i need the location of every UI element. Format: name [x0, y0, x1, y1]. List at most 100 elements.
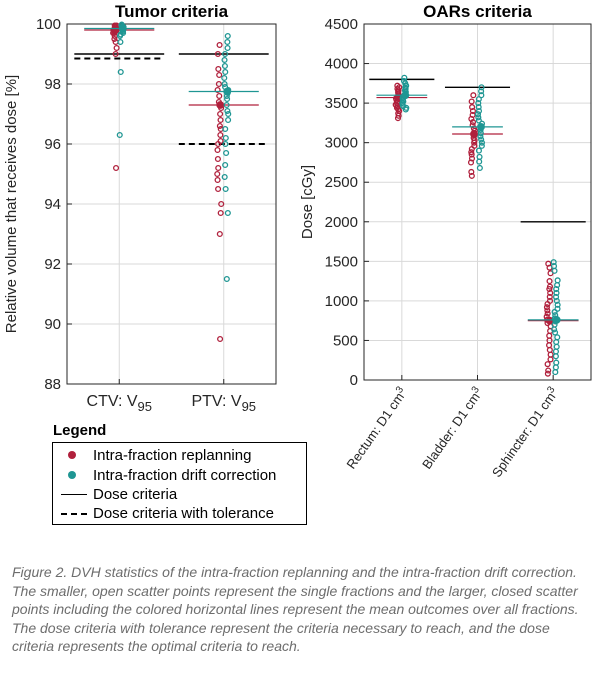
data-point: [475, 104, 482, 111]
data-point: [217, 116, 224, 124]
data-point: [218, 200, 225, 208]
chart-title: Tumor criteria: [115, 2, 229, 21]
legend-label-dose-criteria-tolerance: Dose criteria with tolerance: [93, 504, 274, 522]
y-tick-label: 3000: [325, 135, 358, 152]
y-tick-label: 90: [44, 316, 61, 333]
data-point: [546, 285, 553, 293]
data-point: [554, 277, 561, 284]
y-tick-label: 100: [36, 16, 61, 33]
data-point: [471, 137, 478, 144]
data-point: [551, 326, 558, 333]
mean-point: [111, 26, 120, 34]
data-point: [474, 111, 482, 118]
data-point: [221, 56, 228, 64]
data-point: [214, 170, 221, 178]
data-point: [546, 346, 553, 353]
data-point: [547, 351, 554, 358]
data-point: [475, 117, 482, 124]
data-point: [225, 110, 232, 118]
legend-item-replanning: Intra-fraction replanning: [61, 445, 251, 465]
data-point: [222, 185, 229, 193]
data-point: [553, 297, 560, 304]
data-point: [478, 142, 485, 149]
plot-area: [66, 23, 277, 385]
data-point: [224, 209, 231, 217]
y-tick-label: 500: [333, 332, 358, 349]
data-point: [468, 115, 475, 122]
mean-point: [118, 24, 127, 33]
data-point: [216, 230, 223, 238]
data-point: [546, 342, 553, 349]
data-point: [544, 310, 551, 317]
data-point: [214, 146, 221, 154]
data-point: [553, 293, 560, 300]
data-point: [552, 348, 560, 355]
mean-point: [216, 101, 225, 109]
figure-caption: Figure 2. DVH statistics of the intra-fr…: [12, 564, 579, 654]
data-point: [221, 74, 228, 82]
data-point: [553, 359, 560, 366]
y-tick-label: 0: [350, 372, 358, 389]
data-point: [225, 116, 232, 124]
data-point: [544, 301, 551, 308]
data-point: [468, 168, 475, 175]
data-point: [554, 334, 561, 341]
data-point: [112, 164, 120, 172]
data-point: [112, 50, 119, 58]
legend-label-dose-criteria: Dose criteria: [93, 485, 178, 503]
data-point: [214, 50, 221, 58]
data-point: [215, 185, 222, 193]
data-point: [554, 282, 561, 289]
data-point: [471, 139, 478, 146]
data-point: [221, 80, 228, 88]
legend-item-drift-correction: Intra-fraction drift correction: [61, 465, 276, 485]
legend-marker-dose-criteria: [61, 487, 87, 501]
data-point: [478, 88, 485, 95]
tumor-criteria-chart: 88 90 92 94 96 98 100 Tumor criteria Relative vo…: [3, 2, 277, 414]
y-tick-label: 2500: [325, 174, 358, 191]
data-point: [215, 164, 222, 172]
oars-criteria-chart: 0 500 1000 1500 2000 2500 3000 3500 4000 4500 OARs…: [299, 2, 592, 480]
data-point: [468, 98, 475, 105]
y-tick-label: 98: [44, 76, 61, 93]
data-point: [111, 35, 118, 43]
data-point: [468, 149, 475, 156]
data-point: [224, 32, 231, 40]
data-point: [116, 32, 124, 40]
y-axis-label: Relative volume that receives dose [%]: [3, 75, 20, 333]
data-point: [550, 259, 557, 266]
legend-label-replanning: Intra-fraction replanning: [93, 446, 252, 464]
data-point: [552, 353, 559, 360]
data-point: [475, 147, 482, 154]
data-point: [478, 136, 485, 143]
data-point: [547, 289, 554, 297]
data-point: [475, 100, 482, 107]
y-tick-label: 94: [44, 196, 61, 213]
data-point: [553, 343, 560, 350]
data-point: [222, 140, 229, 148]
data-point: [222, 161, 229, 169]
chart-title: OARs criteria: [423, 2, 532, 21]
data-point: [478, 84, 485, 91]
data-point: [469, 119, 477, 126]
data-point: [214, 176, 221, 184]
data-point: [554, 301, 561, 308]
mean-point: [401, 91, 410, 100]
data-point: [468, 151, 475, 158]
data-point: [221, 173, 228, 181]
y-tick-label: 92: [44, 256, 61, 273]
data-point: [117, 38, 124, 46]
data-point: [553, 289, 560, 297]
plot-area: [363, 23, 592, 381]
x-tick-label: Rectum: D1 cm3: [343, 384, 411, 471]
data-point: [224, 107, 231, 115]
data-point: [476, 164, 483, 172]
data-point: [402, 106, 409, 113]
data-point: [552, 329, 559, 336]
data-point: [475, 96, 482, 103]
data-point: [222, 50, 229, 58]
data-point: [224, 95, 231, 103]
data-point: [222, 68, 229, 76]
data-point: [468, 145, 475, 153]
data-point: [116, 131, 123, 139]
